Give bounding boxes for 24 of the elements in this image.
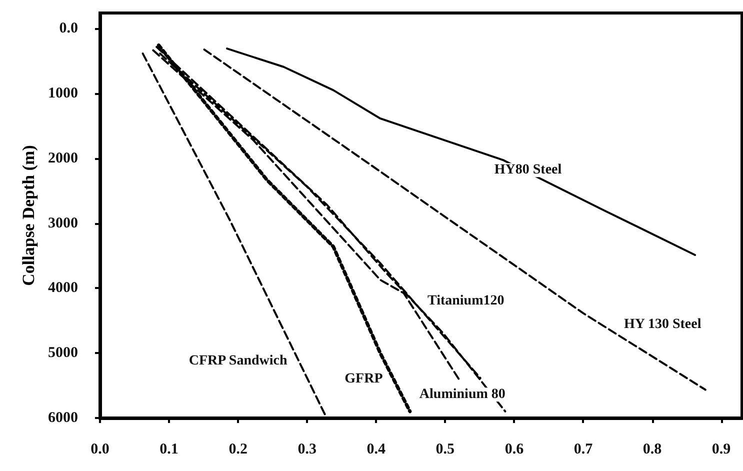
series-label: HY 130 Steel: [624, 317, 702, 332]
x-tick-label: 0.6: [504, 442, 524, 458]
series-label: Titanium120: [427, 294, 504, 309]
series-label: HY80 Steel: [494, 162, 562, 178]
x-tick-label: 0.3: [298, 442, 316, 458]
x-tick-label: 0.7: [574, 442, 594, 458]
series-label: GFRP: [344, 372, 384, 387]
y-axis-title: Collapse Depth (m): [19, 145, 38, 286]
y-tick-label: 5000: [48, 345, 78, 362]
y-tick-label: 6000: [48, 410, 78, 426]
y-tick-label: 1000: [48, 85, 78, 102]
x-tick-label: 0.9: [712, 442, 731, 458]
x-tick-label: 0.8: [642, 442, 662, 458]
y-tick-label: 4000: [48, 280, 78, 296]
x-tick-label: 0.0: [90, 442, 110, 458]
y-tick-label: 2000: [48, 150, 78, 166]
x-tick-label: 0.2: [228, 442, 248, 458]
x-tick-label: 0.5: [436, 442, 455, 458]
series-label: Aluminium 80: [419, 387, 506, 402]
x-tick-label: 0.1: [160, 442, 178, 458]
x-tick-label: 0.4: [366, 442, 386, 458]
y-tick-label: 3000: [48, 215, 78, 232]
series-label: CFRP Sandwich: [188, 353, 288, 368]
y-tick-label: 0.0: [59, 20, 78, 37]
